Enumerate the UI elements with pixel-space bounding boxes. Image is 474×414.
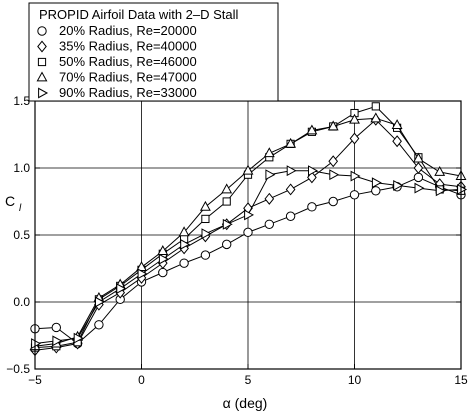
data-point [157, 245, 169, 255]
data-point [370, 112, 382, 123]
legend-marker-diamond [37, 40, 47, 53]
legend-label: 70% Radius, Re=47000 [59, 70, 197, 85]
data-point [393, 179, 404, 191]
legend-item: 20% Radius, Re=20000 [37, 23, 197, 38]
data-point [285, 137, 297, 148]
data-point [201, 228, 212, 240]
legend-label: 90% Radius, Re=33000 [59, 85, 197, 100]
data-point [31, 338, 42, 349]
x-tick-label: −5 [28, 373, 42, 387]
x-tick-label: 5 [245, 373, 252, 387]
data-point [328, 196, 338, 207]
legend-label: 50% Radius, Re=46000 [59, 54, 197, 69]
legend-label: 35% Radius, Re=40000 [59, 39, 197, 54]
legend-label: 20% Radius, Re=20000 [59, 23, 197, 38]
series-5 [31, 165, 468, 349]
legend-title: PROPID Airfoil Data with 2–D Stall [39, 7, 239, 22]
data-point [327, 120, 339, 131]
legend: PROPID Airfoil Data with 2–D Stall 20% R… [28, 2, 279, 102]
legend-marker-circle [37, 26, 47, 36]
data-point [371, 186, 381, 196]
data-point [328, 155, 339, 168]
data-point [178, 226, 190, 237]
data-point [263, 147, 275, 158]
data-point [244, 209, 255, 221]
y-axis-label-main: C [5, 193, 15, 209]
data-point [412, 152, 424, 163]
data-point [73, 332, 84, 344]
data-point [95, 296, 105, 308]
data-point [371, 102, 380, 111]
data-point [51, 322, 61, 333]
y-tick-label: 0.0 [13, 295, 30, 309]
data-point [94, 320, 104, 330]
data-point [350, 170, 361, 182]
data-point [222, 239, 232, 250]
data-point [221, 183, 233, 194]
data-point [306, 124, 318, 135]
data-point [349, 190, 360, 200]
data-point [158, 267, 168, 278]
data-point [413, 172, 424, 183]
y-tick-label: 1.0 [13, 161, 30, 175]
y-tick-label: 1.5 [13, 94, 30, 108]
x-axis-label: α (deg) [223, 395, 268, 411]
data-point [286, 165, 297, 177]
legend-item: 35% Radius, Re=40000 [37, 39, 197, 54]
data-point [243, 227, 253, 238]
data-point [392, 135, 402, 148]
tick-layer: −5 0 5 10 15 −0.5 0.0 0.5 1.0 1.5 [6, 94, 468, 387]
data-point [434, 165, 446, 176]
data-point [201, 214, 210, 224]
data-point [200, 250, 211, 260]
data-point [137, 268, 148, 280]
data-point [116, 283, 127, 295]
data-point [179, 258, 189, 268]
y-axis-label-subscript: l [19, 203, 22, 214]
legend-box [28, 2, 279, 102]
legend-marker-triangle-right [38, 87, 49, 99]
x-tick-label: 0 [138, 373, 145, 387]
data-point [264, 192, 275, 205]
data-point [414, 182, 425, 194]
data-point [457, 183, 468, 195]
data-point [222, 197, 231, 206]
y-tick-label: −0.5 [6, 362, 30, 376]
y-tick-label: 0.5 [13, 228, 30, 242]
legend-item: 70% Radius, Re=47000 [36, 70, 197, 85]
data-point [308, 165, 318, 177]
data-point [158, 253, 169, 265]
data-point [242, 164, 254, 175]
data-point [199, 200, 211, 211]
data-point [371, 177, 382, 189]
data-point [52, 335, 63, 347]
x-tick-label: 10 [348, 373, 362, 387]
data-point [285, 183, 296, 196]
y-axis-label: C l [5, 193, 22, 214]
legend-marker-triangle-up [36, 71, 48, 82]
data-point [222, 218, 233, 230]
x-tick-label: 15 [454, 373, 468, 387]
legend-marker-square [37, 57, 47, 67]
data-point [435, 185, 446, 197]
data-point [265, 169, 276, 181]
data-point [349, 113, 360, 124]
data-point [349, 132, 360, 145]
legend-item: 50% Radius, Re=46000 [37, 54, 197, 69]
data-point [307, 202, 317, 212]
data-point [264, 219, 274, 229]
data-point [285, 211, 296, 221]
data-point [180, 238, 191, 250]
data-point [391, 119, 403, 130]
data-point [329, 169, 340, 181]
legend-item: 90% Radius, Re=33000 [38, 85, 197, 100]
data-point [413, 162, 424, 174]
